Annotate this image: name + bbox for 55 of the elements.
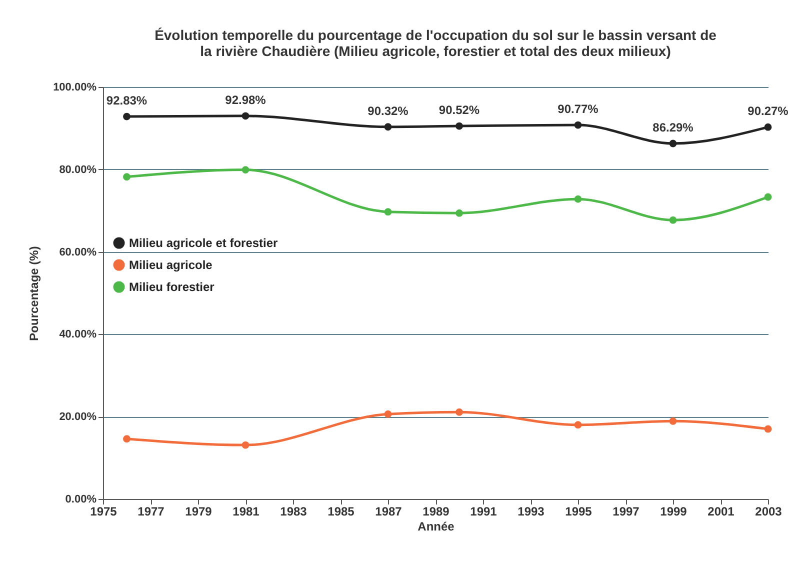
point (764, 193, 772, 201)
x-tick-label: 1977 (138, 504, 165, 518)
y-tick-label: 40.00% (59, 328, 97, 341)
x-tick-label: 1975 (90, 504, 118, 518)
x-tick-label: 1993 (518, 504, 545, 518)
point (242, 112, 250, 120)
y-tick-label: 20.00% (59, 411, 97, 424)
data-label: 90.77% (558, 102, 599, 116)
point (123, 173, 130, 181)
x-axis-title: Année (418, 520, 455, 534)
x-tick-label: 1989 (422, 504, 450, 518)
point (764, 425, 772, 433)
x-tick-label: 2001 (708, 504, 735, 518)
point (456, 122, 463, 130)
x-tick-label: 1983 (280, 504, 308, 518)
data-label: 86.29% (652, 120, 694, 134)
point (123, 435, 130, 443)
point (384, 123, 392, 131)
chart-title: Évolution temporelle du pourcentage de l'occupation du sol sur le bassin versant de la rivière Chaudière (Milieu agricole, forestier et total des deux milieux) (154, 27, 717, 59)
point (456, 408, 463, 416)
data-label: 90.27% (748, 104, 789, 118)
x-tick-label: 1987 (375, 504, 402, 518)
legend-label: Milieu forestier (129, 280, 215, 294)
y-axis-title: Pourcentage (%) (27, 246, 42, 341)
y-tick-label: 0.00% (65, 494, 97, 506)
x-tick-label: 1997 (612, 504, 640, 518)
x-tick-label: 1985 (328, 504, 355, 518)
point (574, 195, 582, 203)
y-tick-label: 60.00% (59, 246, 97, 258)
point (574, 421, 582, 429)
data-label: 92.98% (225, 92, 266, 107)
legend-label: Milieu agricole et forestier (129, 236, 278, 250)
point (242, 166, 250, 174)
data-label: 90.32% (368, 104, 409, 118)
x-tick-label: 2003 (755, 504, 782, 518)
point (669, 140, 677, 148)
point (764, 123, 772, 131)
data-label: 92.83% (106, 94, 148, 108)
point (384, 410, 392, 418)
point (123, 112, 130, 120)
y-tick-label: 100.00% (53, 82, 97, 94)
point (242, 441, 250, 449)
point (669, 216, 677, 224)
x-tick-label: 1999 (660, 504, 688, 518)
data-label: 90.52% (438, 103, 480, 118)
legend-label: Milieu agricole (129, 258, 213, 272)
point (456, 209, 463, 217)
x-tick-label: 1981 (232, 504, 260, 518)
point (669, 417, 677, 425)
x-tick-label: 1995 (565, 504, 592, 518)
point (574, 121, 582, 129)
x-tick-label: 1991 (470, 504, 498, 518)
y-tick-label: 80.00% (59, 164, 97, 176)
x-tick-label: 1979 (185, 504, 212, 518)
point (384, 208, 392, 216)
